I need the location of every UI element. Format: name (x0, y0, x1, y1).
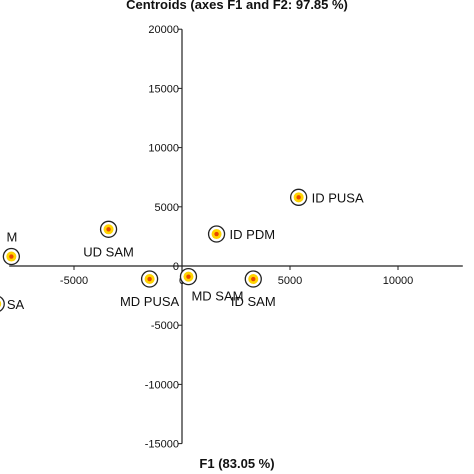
point-label: ID SAM (231, 294, 276, 309)
point-label: ID PUSA (312, 190, 364, 205)
y-tick-label: 15000 (148, 83, 179, 95)
chart-title: Centroids (axes F1 and F2: 97.85 %) (126, 0, 348, 12)
x-axis-label: F1 (83.05 %) (199, 456, 275, 471)
point-center (186, 274, 191, 279)
data-point: SA (0, 296, 25, 312)
y-tick-label: -5000 (151, 320, 179, 332)
point-label: ID PDM (230, 227, 276, 242)
data-point: ID PUSA (289, 188, 364, 206)
point-center (106, 227, 111, 232)
x-tick-label: 10000 (383, 275, 414, 287)
y-tick-label: -10000 (145, 379, 179, 391)
point-label: SA (7, 297, 25, 312)
point-center (214, 231, 219, 237)
data-point: ID PDM (207, 225, 276, 243)
point-label: MD SAM (191, 289, 243, 304)
y-tick-label: 20000 (148, 24, 179, 36)
point-label: MD PUSA (120, 294, 180, 309)
tick-group: -50000500010000-15000-10000-500005000100… (60, 24, 413, 450)
data-point: UD SAM (83, 220, 134, 259)
point-label: UD SAM (83, 244, 134, 259)
point-center (296, 195, 301, 200)
y-tick-label: -15000 (145, 439, 179, 451)
point-fill (0, 300, 2, 308)
x-tick-label: 5000 (278, 275, 302, 287)
x-tick-label: -5000 (60, 275, 88, 287)
y-tick-label: 5000 (155, 202, 179, 214)
data-point: ID SAM (231, 270, 276, 309)
point-center (251, 276, 256, 282)
point-center (9, 254, 14, 259)
data-point: M (2, 230, 21, 266)
data-point: MD PUSA (120, 270, 180, 309)
point-label: M (7, 230, 18, 245)
y-tick-label: 10000 (148, 143, 179, 155)
axes (9, 29, 463, 444)
y-tick-label: 0 (173, 261, 179, 273)
point-ring (0, 296, 5, 312)
data-point: MD SAM (179, 268, 243, 304)
point-center (147, 276, 152, 282)
